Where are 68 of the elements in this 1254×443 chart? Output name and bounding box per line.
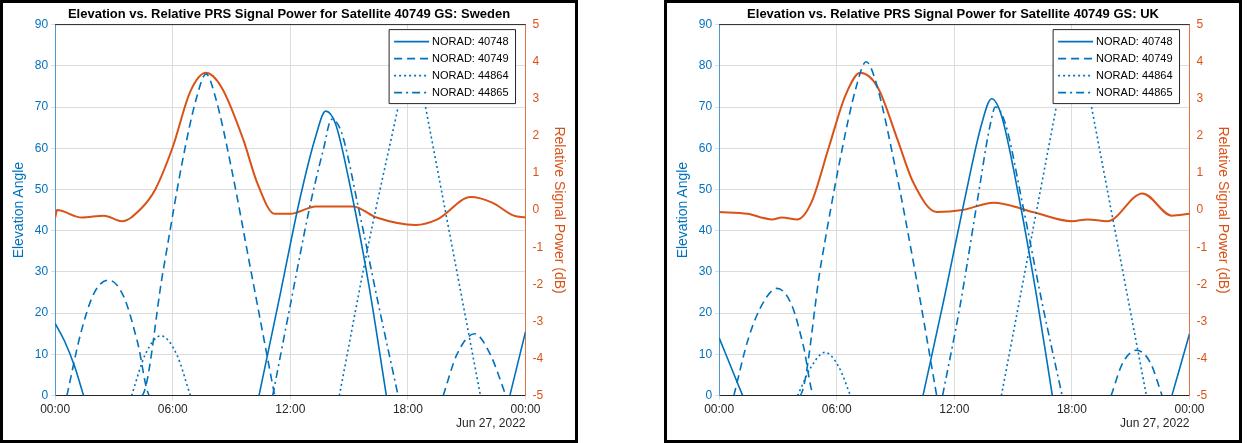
y-tick-label: 20 xyxy=(698,305,713,320)
y2-tick-label: -5 xyxy=(1196,387,1208,402)
y-tick-label: 90 xyxy=(34,16,49,31)
x-tick-label: 18:00 xyxy=(392,402,424,417)
y-tick-label: 70 xyxy=(698,99,713,114)
text: Jun 27, 2022 xyxy=(1120,415,1190,430)
y-tick-label: 70 xyxy=(34,99,49,114)
x-tick-label: 00:00 xyxy=(704,402,735,417)
y-tick-label: 60 xyxy=(698,140,713,155)
y2-tick-label: -5 xyxy=(532,387,544,402)
x-tick-label: 12:00 xyxy=(275,402,306,417)
y2-tick-label: 2 xyxy=(1196,128,1204,143)
y2-tick-label: -2 xyxy=(1196,276,1208,291)
y2-tick-label: -3 xyxy=(1196,313,1208,328)
y2-tick-label: -1 xyxy=(1196,239,1208,254)
legend-label: NORAD: 40748 xyxy=(432,34,509,47)
y2-axis-title: Relative Signal Power (dB) xyxy=(551,126,568,294)
y2-tick-label: -3 xyxy=(532,313,544,328)
chart-title: Elevation vs. Relative PRS Signal Power for Satellite 40749 GS: Sweden xyxy=(67,6,511,22)
y-tick-label: 10 xyxy=(698,346,713,361)
y2-tick-label: 4 xyxy=(1196,54,1204,69)
legend-label: NORAD: 44865 xyxy=(1096,85,1173,98)
x-tick-label: 06:00 xyxy=(157,402,189,417)
y-axis-title: Elevation Angle xyxy=(674,161,691,259)
legend-label: NORAD: 40749 xyxy=(432,51,509,64)
y-axis-title: Elevation Angle xyxy=(10,161,27,259)
legend-label: NORAD: 44864 xyxy=(432,68,509,81)
y-tick-label: 0 xyxy=(41,387,49,402)
legend-label: NORAD: 40749 xyxy=(1096,51,1173,64)
y-tick-label: 30 xyxy=(698,264,713,279)
y-tick-label: 40 xyxy=(34,223,49,238)
y2-tick-label: -1 xyxy=(532,239,544,254)
y-tick-label: 90 xyxy=(698,16,713,31)
y2-tick-label: 1 xyxy=(1196,165,1204,180)
y-tick-label: 20 xyxy=(34,305,49,320)
chart-title: Elevation vs. Relative PRS Signal Power for Satellite 40749 GS: UK xyxy=(747,6,1160,22)
x-tick-label: 00:00 xyxy=(40,402,71,417)
y2-tick-label: 3 xyxy=(532,91,540,106)
y2-tick-label: -2 xyxy=(532,276,544,291)
y2-tick-label: 4 xyxy=(532,54,540,69)
y2-tick-label: 0 xyxy=(1196,202,1204,217)
x-tick-label: 00:00 xyxy=(510,402,541,417)
y2-tick-label: 1 xyxy=(532,165,540,180)
text: Jun 27, 2022 xyxy=(456,415,526,430)
y-tick-label: 80 xyxy=(698,58,713,73)
legend-label: NORAD: 44865 xyxy=(432,85,509,98)
x-tick-label: 18:00 xyxy=(1056,402,1088,417)
y2-axis-title: Relative Signal Power (dB) xyxy=(1215,126,1232,294)
y2-tick-label: 5 xyxy=(532,16,540,31)
y2-tick-label: -4 xyxy=(1196,350,1208,365)
y-tick-label: 80 xyxy=(34,58,49,73)
y-tick-label: 10 xyxy=(34,346,49,361)
y2-tick-label: 2 xyxy=(532,128,540,143)
y-tick-label: 0 xyxy=(705,387,713,402)
y2-tick-label: 0 xyxy=(532,202,540,217)
y2-tick-label: -4 xyxy=(532,350,544,365)
y-tick-label: 50 xyxy=(698,181,713,196)
y-tick-label: 30 xyxy=(34,264,49,279)
x-tick-label: 00:00 xyxy=(1174,402,1205,417)
y-tick-label: 40 xyxy=(698,223,713,238)
y2-tick-label: 5 xyxy=(1196,16,1204,31)
x-tick-label: 06:00 xyxy=(821,402,853,417)
y-tick-label: 60 xyxy=(34,140,49,155)
legend-label: NORAD: 44864 xyxy=(1096,68,1173,81)
y-tick-label: 50 xyxy=(34,181,49,196)
x-tick-label: 12:00 xyxy=(939,402,970,417)
y2-tick-label: 3 xyxy=(1196,91,1204,106)
legend-label: NORAD: 40748 xyxy=(1096,34,1173,47)
